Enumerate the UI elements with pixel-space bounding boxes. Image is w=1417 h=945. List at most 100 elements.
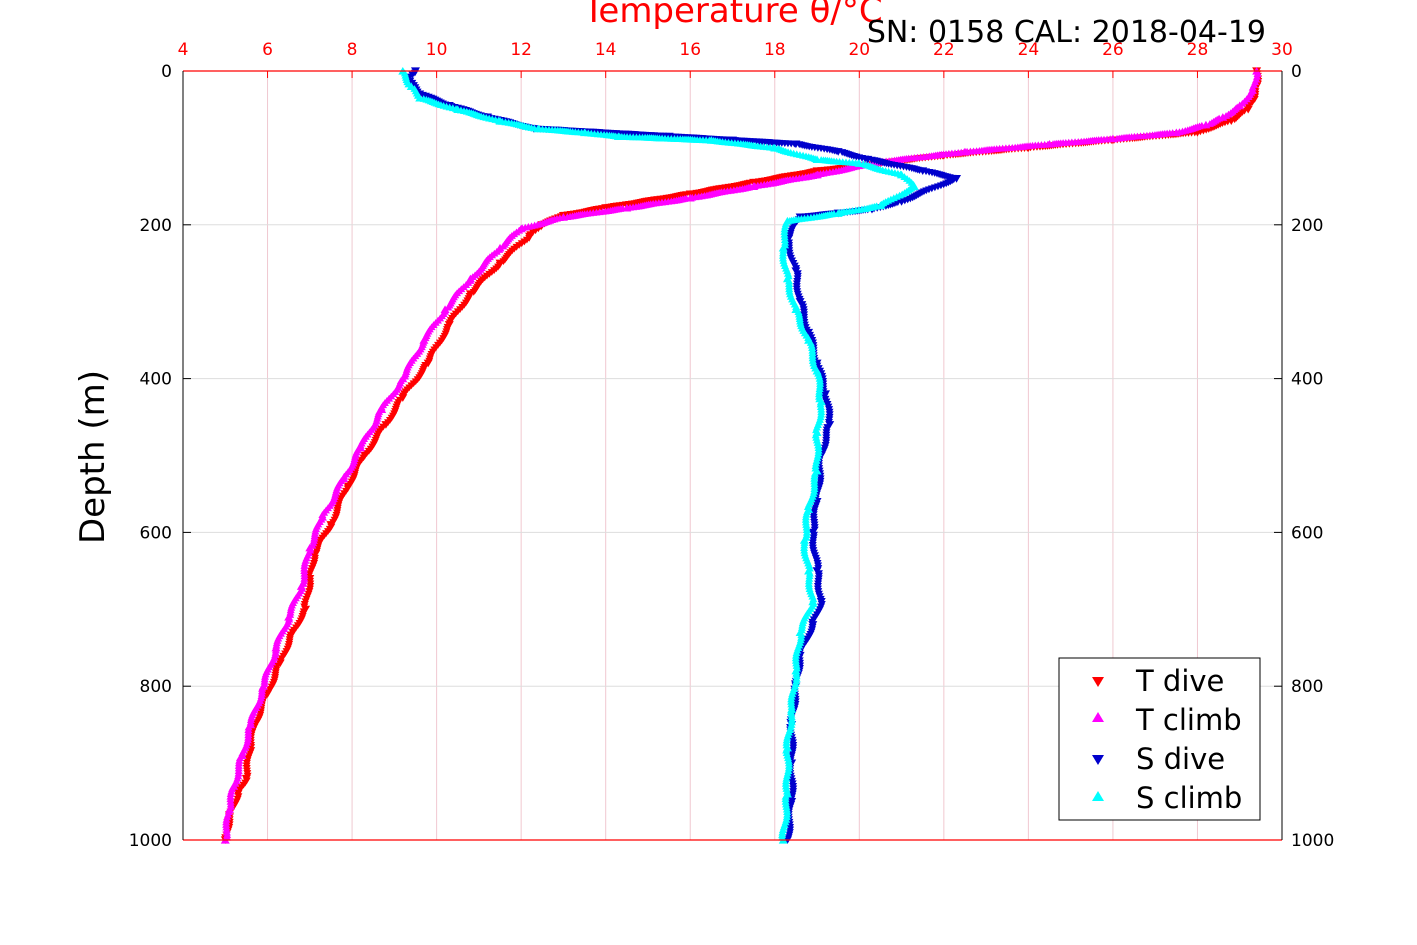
data-point	[453, 105, 463, 114]
data-point	[952, 175, 962, 183]
data-point	[808, 528, 818, 537]
data-point	[1108, 134, 1118, 143]
data-point	[795, 298, 805, 306]
data-point	[795, 628, 805, 636]
y-tick-label-left: 600	[140, 523, 172, 543]
data-point	[812, 155, 822, 164]
data-point	[241, 774, 251, 783]
data-point	[787, 797, 797, 806]
data-point	[808, 621, 818, 629]
x-tick-label: 20	[848, 40, 870, 60]
data-point	[356, 443, 366, 452]
legend-marker-s-dive	[1092, 755, 1104, 765]
data-point	[825, 421, 835, 429]
data-point	[787, 705, 797, 713]
data-point	[782, 216, 792, 225]
data-point	[1171, 128, 1181, 137]
data-point	[1045, 140, 1055, 148]
data-point	[833, 148, 843, 156]
data-point	[423, 359, 433, 368]
data-point	[558, 213, 568, 221]
data-point	[804, 566, 814, 575]
data-point	[317, 512, 327, 521]
x-tick-label: 6	[262, 40, 273, 60]
x-tick-label: 30	[1271, 40, 1293, 60]
data-point	[1218, 113, 1228, 121]
data-point	[309, 551, 319, 560]
legend-marker-t-dive	[1092, 677, 1104, 687]
data-point	[812, 466, 822, 475]
legend-label-s-climb: S climb	[1136, 781, 1242, 815]
data-point	[820, 390, 830, 399]
data-point	[909, 182, 919, 190]
data-point	[812, 567, 822, 575]
data-point	[339, 474, 349, 483]
legend-entry-t-climb: T climb	[1092, 703, 1242, 737]
data-point	[275, 659, 285, 668]
data-point	[224, 805, 234, 813]
y-tick-label-right: 1000	[1291, 831, 1334, 851]
x-tick-label: 22	[933, 40, 955, 60]
data-point	[533, 124, 543, 133]
sn-cal-annotation: SN: 0158 CAL: 2018-04-19	[867, 15, 1266, 50]
data-point	[770, 143, 780, 152]
data-point	[897, 198, 907, 206]
data-point	[1243, 105, 1253, 114]
data-point	[296, 582, 306, 590]
data-point	[233, 790, 243, 798]
data-point	[728, 136, 737, 145]
data-point	[465, 290, 475, 299]
axes	[182, 70, 1283, 841]
legend-box	[1058, 657, 1261, 821]
data-point	[863, 155, 873, 164]
data-point	[816, 598, 826, 606]
x-tick-label: 8	[347, 40, 358, 60]
y-tick-label-right: 800	[1291, 677, 1323, 697]
legend-entry-t-dive: T dive	[1092, 664, 1224, 698]
legend: T dive T climb S dive S climb	[1058, 657, 1261, 821]
legend-marker-s-climb	[1092, 791, 1104, 801]
data-point	[229, 782, 239, 790]
data-point	[1247, 86, 1257, 94]
data-point	[271, 643, 281, 652]
data-point	[706, 136, 716, 144]
top-axis-label: Temperature θ/°C	[582, 0, 882, 31]
data-point	[1247, 98, 1257, 106]
data-point	[465, 274, 475, 283]
x-tick-label: 4	[178, 40, 189, 60]
data-point	[343, 482, 353, 491]
y-tick-label-right: 200	[1291, 216, 1323, 236]
data-point	[444, 321, 454, 329]
data-point	[326, 521, 336, 529]
y-tick-label-left: 800	[140, 677, 172, 697]
legend-marker-t-climb	[1092, 712, 1104, 722]
data-point	[685, 193, 695, 202]
x-tick-label: 18	[764, 40, 786, 60]
data-point	[237, 751, 247, 760]
y-tick-label-left: 200	[140, 216, 172, 236]
data-point	[791, 140, 801, 149]
data-point	[1201, 120, 1211, 129]
legend-label-t-climb: T climb	[1135, 703, 1242, 737]
data-point	[875, 201, 885, 210]
data-point	[812, 366, 822, 375]
x-tick-label: 12	[510, 40, 532, 60]
data-point	[833, 209, 843, 217]
data-point	[440, 305, 450, 313]
data-point	[516, 224, 526, 233]
legend-entry-s-climb: S climb	[1092, 781, 1242, 815]
legend-label-t-dive: T dive	[1135, 664, 1224, 698]
x-tick-label: 26	[1102, 40, 1124, 60]
data-point	[415, 93, 425, 102]
y-tick-label-left: 400	[140, 370, 172, 390]
y-tick-label-left: 1000	[129, 831, 172, 851]
data-point	[288, 628, 298, 637]
data-point	[960, 147, 970, 156]
data-point	[812, 428, 822, 437]
data-point	[301, 605, 311, 614]
data-point	[804, 328, 814, 337]
data-point	[816, 397, 826, 406]
data-point	[419, 336, 429, 344]
data-point	[284, 612, 294, 621]
